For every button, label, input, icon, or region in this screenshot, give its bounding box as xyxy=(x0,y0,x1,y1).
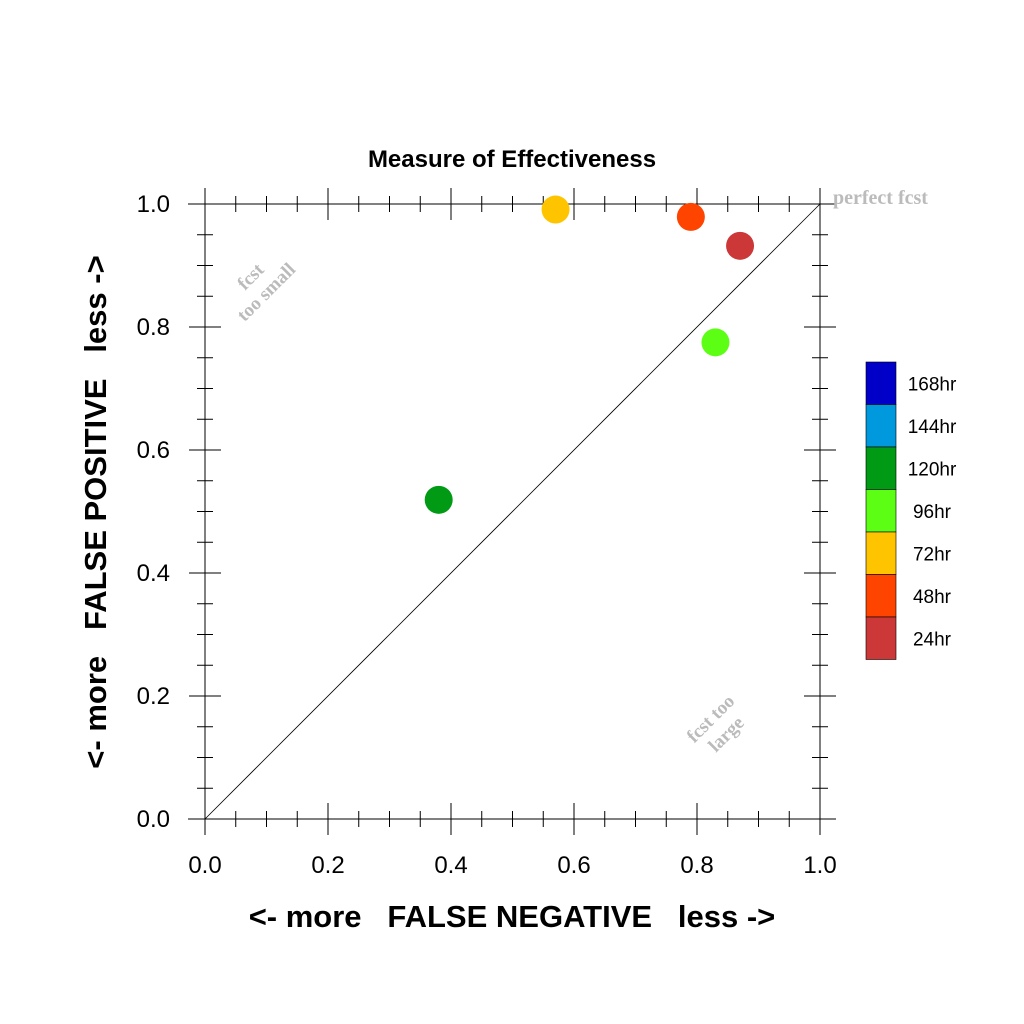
legend-label: 24hr xyxy=(913,629,952,650)
legend-label: 168hr xyxy=(908,374,957,395)
x-tick-label: 0.8 xyxy=(680,852,713,879)
legend-label: 48hr xyxy=(913,587,952,608)
data-point-120hr xyxy=(424,485,453,514)
legend-swatch-48hr xyxy=(865,574,897,618)
too-large-annotation: fcst too large xyxy=(683,691,749,757)
x-tick-label: 0.4 xyxy=(434,852,467,879)
legend-swatch-120hr xyxy=(865,446,897,490)
x-tick-label: 0.2 xyxy=(311,852,344,879)
data-point-96hr xyxy=(701,328,730,357)
y-tick-label: 1.0 xyxy=(137,191,170,218)
legend-label: 96hr xyxy=(913,502,952,523)
legend-label: 120hr xyxy=(908,459,957,480)
legend: 168hr 144hr 120hr 96hr 72hr 48hr 24hr xyxy=(865,361,957,660)
x-tick-label: 0.6 xyxy=(557,852,590,879)
x-tick-label: 0.0 xyxy=(188,852,221,879)
data-point-24hr xyxy=(726,231,755,260)
plot-area: 0.0 0.2 0.4 0.6 0.8 1.0 0.0 0.2 0.4 0.6 0.8 1.0 xyxy=(137,188,837,879)
perfect-forecast-annotation: perfect fcst xyxy=(833,187,928,209)
legend-label: 144hr xyxy=(908,417,957,438)
y-tick-label: 0.6 xyxy=(137,437,170,464)
data-point-72hr xyxy=(541,195,570,224)
legend-label: 72hr xyxy=(913,544,952,565)
data-point-48hr xyxy=(676,202,705,231)
y-tick-label: 0.4 xyxy=(137,560,170,587)
legend-swatch-72hr xyxy=(865,531,897,575)
y-tick-label: 0.8 xyxy=(137,314,170,341)
chart-title: Measure of Effectiveness xyxy=(368,146,656,173)
legend-swatch-144hr xyxy=(865,404,897,448)
y-tick-label: 0.2 xyxy=(137,683,170,710)
x-axis-label: <- more FALSE NEGATIVE less -> xyxy=(249,899,776,934)
y-tick-label: 0.0 xyxy=(137,806,170,833)
legend-swatch-24hr xyxy=(865,616,897,660)
legend-swatch-168hr xyxy=(865,361,897,405)
too-small-annotation: fcst too small xyxy=(233,259,300,326)
x-tick-label: 1.0 xyxy=(803,852,836,879)
legend-swatch-96hr xyxy=(865,489,897,533)
diagonal-line xyxy=(204,203,821,820)
y-axis-label: <- more FALSE POSITIVE less -> xyxy=(78,255,113,768)
